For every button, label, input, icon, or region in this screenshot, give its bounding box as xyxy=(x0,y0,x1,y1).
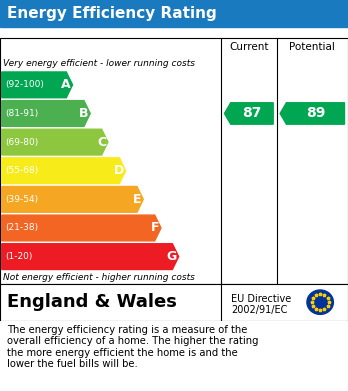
Text: Potential: Potential xyxy=(290,42,335,52)
Polygon shape xyxy=(2,244,179,269)
Text: Very energy efficient - lower running costs: Very energy efficient - lower running co… xyxy=(3,59,196,68)
Text: 2002/91/EC: 2002/91/EC xyxy=(231,305,288,315)
Text: (81-91): (81-91) xyxy=(5,109,39,118)
Polygon shape xyxy=(2,158,126,184)
Text: A: A xyxy=(61,78,71,91)
Polygon shape xyxy=(2,100,90,126)
Text: The energy efficiency rating is a measure of the
overall efficiency of a home. T: The energy efficiency rating is a measur… xyxy=(7,325,259,369)
Text: Current: Current xyxy=(229,42,269,52)
Text: 87: 87 xyxy=(243,106,262,120)
Bar xyxy=(0,38,348,284)
Polygon shape xyxy=(2,215,161,241)
Polygon shape xyxy=(280,103,345,124)
Bar xyxy=(0,284,348,321)
Text: B: B xyxy=(79,107,88,120)
Text: E: E xyxy=(133,193,142,206)
Text: (21-38): (21-38) xyxy=(5,224,38,233)
Polygon shape xyxy=(2,129,108,155)
Text: England & Wales: England & Wales xyxy=(7,293,177,311)
Text: F: F xyxy=(151,221,159,235)
Text: EU Directive: EU Directive xyxy=(231,294,292,304)
Text: (92-100): (92-100) xyxy=(5,80,44,90)
Text: (69-80): (69-80) xyxy=(5,138,39,147)
Text: (39-54): (39-54) xyxy=(5,195,38,204)
Circle shape xyxy=(307,290,333,314)
Text: (55-68): (55-68) xyxy=(5,166,39,175)
Text: Energy Efficiency Rating: Energy Efficiency Rating xyxy=(7,6,217,21)
Text: 89: 89 xyxy=(306,106,325,120)
Polygon shape xyxy=(224,103,273,124)
Text: D: D xyxy=(113,164,124,177)
Text: G: G xyxy=(167,250,177,263)
Bar xyxy=(0,0,348,27)
Text: Not energy efficient - higher running costs: Not energy efficient - higher running co… xyxy=(3,273,195,282)
Text: C: C xyxy=(97,136,106,149)
Text: (1-20): (1-20) xyxy=(5,252,33,261)
Polygon shape xyxy=(2,187,143,212)
Polygon shape xyxy=(2,72,72,98)
